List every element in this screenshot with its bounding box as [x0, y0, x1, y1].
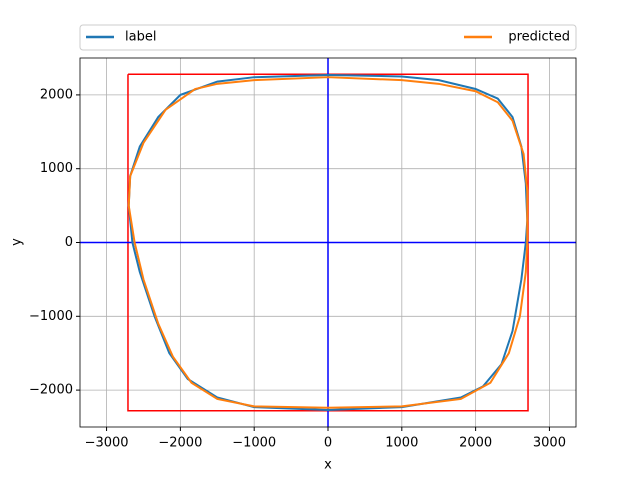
legend-label: predicted: [508, 30, 570, 45]
legend: [79, 24, 577, 51]
y-tick-label: 1000: [40, 161, 73, 176]
x-tick-label: −2000: [158, 436, 202, 451]
x-tick-label: −1000: [232, 436, 276, 451]
x-tick-label: 1000: [385, 436, 418, 451]
x-tick-label: −3000: [85, 436, 129, 451]
series-line: [127, 76, 529, 409]
y-axis-label: y: [10, 238, 25, 246]
y-tick-label: 0: [65, 235, 73, 250]
y-tick-label: −1000: [29, 309, 73, 324]
box: [127, 73, 529, 412]
plot-frame: [79, 57, 577, 428]
y-tick-label: 2000: [40, 87, 73, 102]
x-tick-label: 2000: [459, 436, 492, 451]
series-line: [127, 73, 529, 412]
y-tick-label: −2000: [29, 383, 73, 398]
x-tick-label: 0: [324, 436, 332, 451]
x-tick-label: 3000: [533, 436, 566, 451]
legend-label: label: [125, 30, 156, 45]
x-axis-label: x: [324, 458, 332, 473]
